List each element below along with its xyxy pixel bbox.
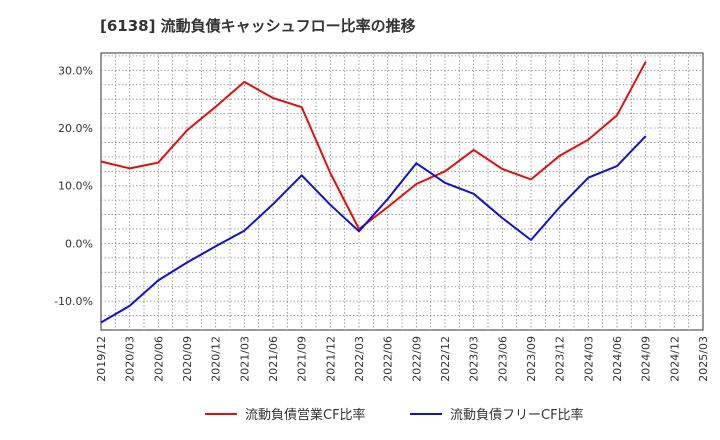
y-tick-label: 20.0% <box>58 122 93 135</box>
x-tick-label: 2020/09 <box>181 336 194 382</box>
series-line-1 <box>100 61 647 230</box>
x-tick-label: 2025/03 <box>697 336 710 382</box>
x-tick-label: 2021/12 <box>324 336 337 382</box>
y-tick-label: 0.0% <box>65 237 93 250</box>
x-tick-label: 2022/06 <box>382 336 395 382</box>
x-tick-label: 2021/03 <box>238 336 251 382</box>
x-tick-label: 2023/03 <box>468 336 481 382</box>
x-tick-label: 2024/03 <box>582 336 595 382</box>
legend-label-1: 流動負債営業CF比率 <box>245 407 366 423</box>
x-tick-label: 2022/12 <box>439 336 452 382</box>
x-tick-label: 2020/06 <box>152 336 165 382</box>
y-tick-label: 30.0% <box>58 64 93 77</box>
y-tick-label: 10.0% <box>58 180 93 193</box>
x-tick-label: 2022/09 <box>410 336 423 382</box>
x-tick-label: 2023/06 <box>496 336 509 382</box>
x-tick-label: 2021/06 <box>267 336 280 382</box>
plot-area: -10.0% 0.0% 10.0% 20.0% 30.0% 2019/12 2020/03 2… <box>54 52 710 382</box>
chart-title: [6138] 流動負債キャッシュフロー比率の推移 <box>100 17 416 35</box>
x-tick-label: 2022/03 <box>353 336 366 382</box>
x-tick-label: 2021/09 <box>296 336 309 382</box>
legend: 流動負債営業CF比率 流動負債フリーCF比率 <box>205 407 584 423</box>
x-tick-label: 2023/09 <box>525 336 538 382</box>
y-tick-label: -10.0% <box>54 295 93 308</box>
x-tick-label: 2024/09 <box>640 336 653 382</box>
x-tick-label: 2020/12 <box>210 336 223 382</box>
x-tick-label: 2024/12 <box>668 336 681 382</box>
x-tick-label: 2020/03 <box>124 336 137 382</box>
series-line-2 <box>100 135 647 324</box>
x-tick-label: 2024/06 <box>611 336 624 382</box>
x-tick-label: 2023/12 <box>554 336 567 382</box>
x-tick-label: 2019/12 <box>95 336 108 382</box>
legend-label-2: 流動負債フリーCF比率 <box>450 407 584 423</box>
